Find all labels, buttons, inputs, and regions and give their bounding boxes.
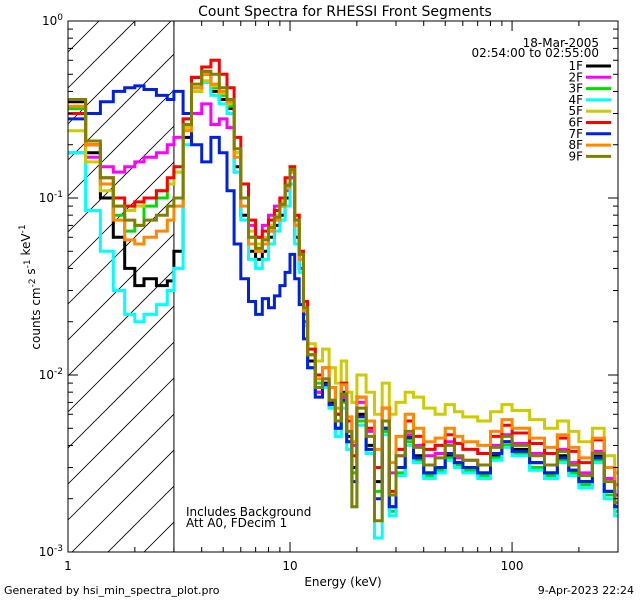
x-axis: 1 10 100 <box>64 21 619 573</box>
hatch-lines <box>68 21 174 552</box>
time-range-label: 02:54:00 to 02:55:00 <box>472 46 599 60</box>
y-tick-label: 100 <box>42 13 63 28</box>
legend-label-5F: 5F <box>568 104 583 118</box>
y-axis-label: counts cm-2 s-1 keV-1 <box>18 224 43 349</box>
legend-label-4F: 4F <box>568 93 583 107</box>
series-9F-line <box>68 69 618 523</box>
series-3F-line <box>68 80 618 513</box>
x-axis-label: Energy (keV) <box>304 575 381 589</box>
x-tick-label: 100 <box>501 559 524 573</box>
timestamp-label: 9-Apr-2023 22:24 <box>537 584 634 597</box>
legend-label-7F: 7F <box>568 127 583 141</box>
date-label: 18-Mar-2005 <box>523 36 599 50</box>
y-axis: 10-3 10-2 10-1 100 <box>39 13 618 559</box>
legend-label-9F: 9F <box>568 149 583 163</box>
generated-by-label: Generated by hsi_min_spectra_plot.pro <box>4 584 220 597</box>
chart-title: Count Spectra for RHESSI Front Segments <box>198 4 492 20</box>
series-2F-line <box>68 102 618 497</box>
series-8F-line <box>68 72 618 487</box>
y-tick-label: 10-3 <box>39 544 63 559</box>
legend-label-3F: 3F <box>568 82 583 96</box>
annotation-background: Includes Background <box>186 505 311 519</box>
legend-label-8F: 8F <box>568 138 583 152</box>
annotation-attenuator: Att A0, FDecim 1 <box>186 516 287 530</box>
series-1F-line <box>68 72 618 509</box>
series-4F-line <box>68 80 618 540</box>
y-tick-label: 10-1 <box>39 190 63 205</box>
legend-label-2F: 2F <box>568 70 583 84</box>
legend-label-1F: 1F <box>568 59 583 73</box>
series-7F-line <box>68 84 618 509</box>
x-tick-label: 10 <box>282 559 297 573</box>
series-layer <box>68 58 618 540</box>
series-5F-line <box>68 79 618 475</box>
x-tick-label: 1 <box>64 559 72 573</box>
plot-frame <box>67 20 619 553</box>
series-6F-line <box>68 58 618 493</box>
y-tick-label: 10-2 <box>39 367 63 382</box>
legend-label-6F: 6F <box>568 116 583 130</box>
